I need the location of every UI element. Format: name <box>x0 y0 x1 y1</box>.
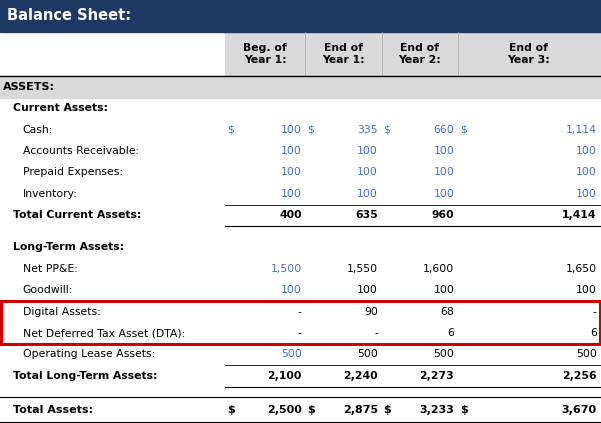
Text: ASSETS:: ASSETS: <box>3 82 55 92</box>
Text: End of
Year 2:: End of Year 2: <box>398 43 441 65</box>
Text: 1,650: 1,650 <box>566 264 597 274</box>
Text: 100: 100 <box>281 168 302 178</box>
Text: 500: 500 <box>357 349 378 360</box>
Text: 100: 100 <box>576 146 597 156</box>
Text: $: $ <box>307 125 314 135</box>
Text: 2,256: 2,256 <box>562 371 597 381</box>
Text: 2,100: 2,100 <box>267 371 302 381</box>
Text: 100: 100 <box>433 168 454 178</box>
Text: 500: 500 <box>281 349 302 360</box>
Text: 3,233: 3,233 <box>419 405 454 415</box>
Text: 335: 335 <box>358 125 378 135</box>
Text: 100: 100 <box>433 285 454 295</box>
Text: 1,114: 1,114 <box>566 125 597 135</box>
Text: $: $ <box>383 125 390 135</box>
Text: 6: 6 <box>590 328 597 338</box>
Text: 100: 100 <box>357 285 378 295</box>
Text: 100: 100 <box>357 146 378 156</box>
Text: Balance Sheet:: Balance Sheet: <box>7 8 132 23</box>
Text: 2,875: 2,875 <box>343 405 378 415</box>
Text: 100: 100 <box>576 168 597 178</box>
Text: 1,600: 1,600 <box>423 264 454 274</box>
Text: End of
Year 3:: End of Year 3: <box>507 43 551 65</box>
Text: Cash:: Cash: <box>23 125 53 135</box>
Text: 6: 6 <box>448 328 454 338</box>
Bar <box>0 76 601 98</box>
Text: 400: 400 <box>279 210 302 220</box>
Text: $: $ <box>460 405 468 415</box>
Text: Operating Lease Assets:: Operating Lease Assets: <box>23 349 155 360</box>
Text: $: $ <box>227 405 235 415</box>
Text: Current Assets:: Current Assets: <box>13 103 108 113</box>
Text: 3,670: 3,670 <box>562 405 597 415</box>
Bar <box>0 0 601 32</box>
Text: 100: 100 <box>433 189 454 199</box>
Text: 1,500: 1,500 <box>270 264 302 274</box>
Text: $: $ <box>307 405 315 415</box>
Text: Goodwill:: Goodwill: <box>23 285 73 295</box>
Text: 500: 500 <box>576 349 597 360</box>
Text: 660: 660 <box>433 125 454 135</box>
Bar <box>225 32 600 76</box>
Text: $: $ <box>227 125 234 135</box>
Text: 2,240: 2,240 <box>343 371 378 381</box>
Text: 100: 100 <box>281 146 302 156</box>
Text: 1,414: 1,414 <box>563 210 597 220</box>
Bar <box>1 301 600 344</box>
Text: 100: 100 <box>357 168 378 178</box>
Text: 500: 500 <box>433 349 454 360</box>
Text: 635: 635 <box>355 210 378 220</box>
Text: 2,273: 2,273 <box>419 371 454 381</box>
Text: 960: 960 <box>432 210 454 220</box>
Text: Beg. of
Year 1:: Beg. of Year 1: <box>243 43 287 65</box>
Text: 1,550: 1,550 <box>347 264 378 274</box>
Text: 68: 68 <box>441 307 454 317</box>
Text: Total Current Assets:: Total Current Assets: <box>13 210 142 220</box>
Text: 100: 100 <box>576 189 597 199</box>
Text: 100: 100 <box>281 125 302 135</box>
Text: Net PP&E:: Net PP&E: <box>23 264 78 274</box>
Text: $: $ <box>383 405 391 415</box>
Text: -: - <box>298 307 302 317</box>
Text: -: - <box>298 328 302 338</box>
Text: Prepaid Expenses:: Prepaid Expenses: <box>23 168 123 178</box>
Text: 100: 100 <box>281 285 302 295</box>
Text: Digital Assets:: Digital Assets: <box>23 307 100 317</box>
Text: 90: 90 <box>364 307 378 317</box>
Text: 100: 100 <box>281 189 302 199</box>
Text: Total Assets:: Total Assets: <box>13 405 93 415</box>
Text: -: - <box>593 307 597 317</box>
Text: 100: 100 <box>433 146 454 156</box>
Text: 2,500: 2,500 <box>267 405 302 415</box>
Text: 100: 100 <box>357 189 378 199</box>
Text: 100: 100 <box>576 285 597 295</box>
Text: $: $ <box>460 125 466 135</box>
Text: End of
Year 1:: End of Year 1: <box>322 43 364 65</box>
Text: Total Long-Term Assets:: Total Long-Term Assets: <box>13 371 157 381</box>
Text: Accounts Receivable:: Accounts Receivable: <box>23 146 139 156</box>
Text: Inventory:: Inventory: <box>23 189 78 199</box>
Text: Net Deferred Tax Asset (DTA):: Net Deferred Tax Asset (DTA): <box>23 328 185 338</box>
Text: Long-Term Assets:: Long-Term Assets: <box>13 242 124 253</box>
Text: -: - <box>374 328 378 338</box>
